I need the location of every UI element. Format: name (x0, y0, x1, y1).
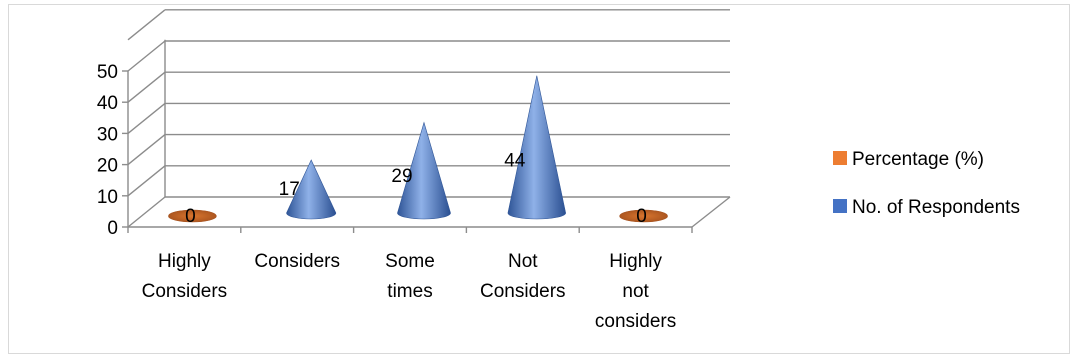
floor-right-edge (691, 196, 731, 228)
cone-bar (397, 121, 451, 220)
gridline-side (127, 134, 166, 166)
data-label: 0 (636, 206, 647, 227)
y-tick-label: 10 (97, 187, 118, 208)
y-tick-label: 40 (97, 93, 118, 114)
gridline-side (127, 9, 166, 41)
x-category-label: Highly not considers (595, 251, 676, 332)
y-tick-label: 0 (107, 218, 118, 239)
zero-disk-bar (619, 209, 668, 223)
x-category-label: Considers (254, 251, 340, 272)
y-axis: 0 10 20 30 40 50 (97, 62, 128, 239)
x-category-label: Not Considers (480, 251, 566, 302)
y-tick-label: 20 (97, 156, 118, 177)
gridline-side (127, 40, 166, 72)
data-label: 17 (279, 179, 300, 200)
gridline-side (127, 165, 166, 197)
chart-walls (127, 39, 731, 228)
gridlines (127, 9, 730, 228)
zero-disk-bar (168, 209, 217, 223)
x-category-label: Some times (385, 251, 435, 302)
legend-label: Percentage (%) (852, 149, 984, 170)
gridline-side (127, 71, 166, 103)
data-label: 0 (185, 206, 196, 227)
legend: Percentage (%) No. of Respondents (833, 149, 1020, 218)
y-tick-label: 50 (97, 62, 118, 83)
legend-label: No. of Respondents (852, 197, 1020, 218)
gridline-side (127, 102, 166, 134)
x-axis: Highly Considers Considers Some times Not Cons… (127, 227, 693, 332)
cone-bar (286, 159, 337, 220)
x-category-label: Highly Considers (142, 251, 228, 302)
cone-bar (507, 75, 566, 220)
y-tick-label: 30 (97, 124, 118, 145)
data-label: 44 (504, 150, 526, 171)
legend-swatch (833, 151, 847, 165)
data-marks: 0 17 29 44 0 (168, 75, 668, 227)
legend-swatch (833, 199, 847, 213)
gridline-side (127, 196, 166, 228)
data-label: 29 (391, 166, 412, 187)
